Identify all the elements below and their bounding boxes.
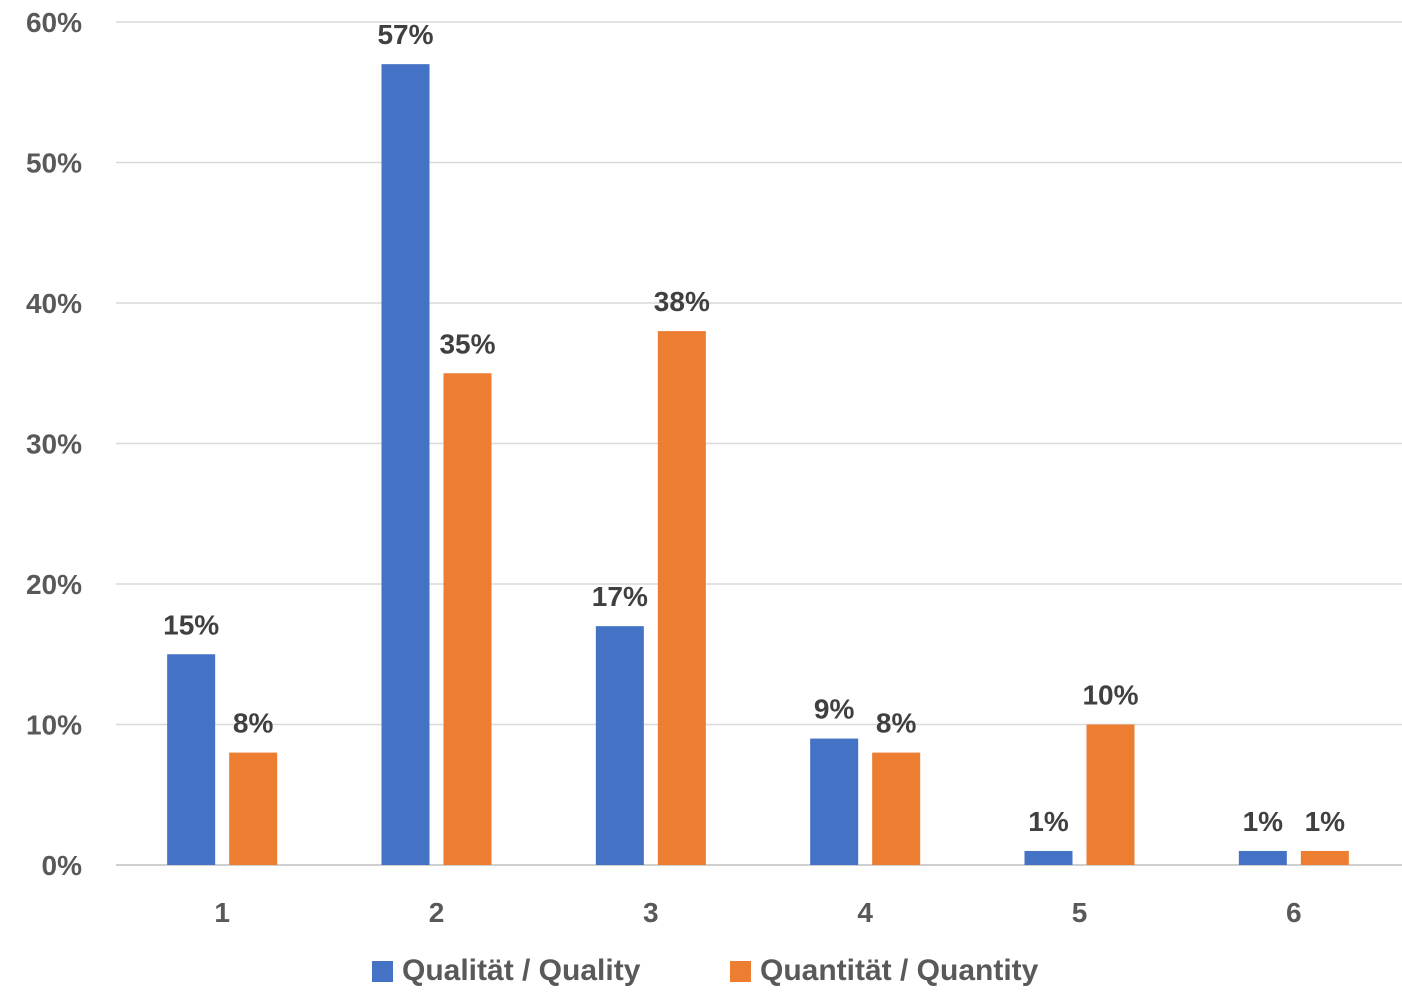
- data-label: 38%: [654, 286, 710, 317]
- y-tick-label: 30%: [26, 429, 82, 460]
- legend-label: Qualität / Quality: [402, 954, 641, 987]
- bar-quality: [810, 738, 859, 865]
- bar-quantity: [443, 373, 492, 865]
- data-label: 9%: [814, 694, 855, 725]
- y-tick-label: 20%: [26, 569, 82, 600]
- legend: Qualität / Quality Quantität / Quantity: [372, 954, 1039, 987]
- x-tick-label: 2: [429, 897, 445, 928]
- data-label: 15%: [163, 609, 219, 640]
- x-tick-label: 5: [1072, 897, 1088, 928]
- y-tick-label: 50%: [26, 148, 82, 179]
- x-tick-label: 1: [214, 897, 230, 928]
- y-tick-label: 0%: [42, 850, 83, 881]
- data-labels: 15% 8% 57% 35% 17% 38% 9% 8% 1% 10% 1% 1%: [163, 19, 1345, 837]
- bar-quantity: [229, 752, 278, 865]
- data-label: 1%: [1305, 806, 1346, 837]
- data-label: 1%: [1243, 806, 1284, 837]
- bar-quantity: [657, 331, 706, 866]
- bar-quality: [381, 64, 430, 865]
- gridlines: [116, 21, 1402, 866]
- legend-swatch: [730, 961, 751, 982]
- bar-quality: [167, 654, 216, 865]
- x-axis-ticks: 1 2 3 4 5 6: [214, 897, 1301, 928]
- y-axis-ticks: 0% 10% 20% 30% 40% 50% 60%: [26, 7, 82, 881]
- legend-swatch: [372, 961, 393, 982]
- data-label: 1%: [1028, 806, 1069, 837]
- y-tick-label: 40%: [26, 288, 82, 319]
- data-label: 17%: [592, 581, 648, 612]
- data-label: 8%: [876, 708, 917, 739]
- x-tick-label: 3: [643, 897, 659, 928]
- bar-quantity: [1300, 850, 1349, 865]
- bar-quantity: [872, 752, 921, 865]
- bar-quality: [1024, 850, 1073, 865]
- bar-quality: [595, 626, 644, 865]
- x-tick-label: 4: [857, 897, 873, 928]
- y-tick-label: 60%: [26, 7, 82, 38]
- x-tick-label: 6: [1286, 897, 1302, 928]
- y-tick-label: 10%: [26, 710, 82, 741]
- bars: [167, 64, 1349, 866]
- data-label: 8%: [233, 708, 274, 739]
- bar-quantity: [1086, 724, 1135, 865]
- data-label: 57%: [377, 19, 433, 50]
- data-label: 35%: [439, 328, 495, 359]
- legend-label: Quantität / Quantity: [760, 954, 1039, 987]
- data-label: 10%: [1082, 680, 1138, 711]
- bar-quality: [1238, 850, 1287, 865]
